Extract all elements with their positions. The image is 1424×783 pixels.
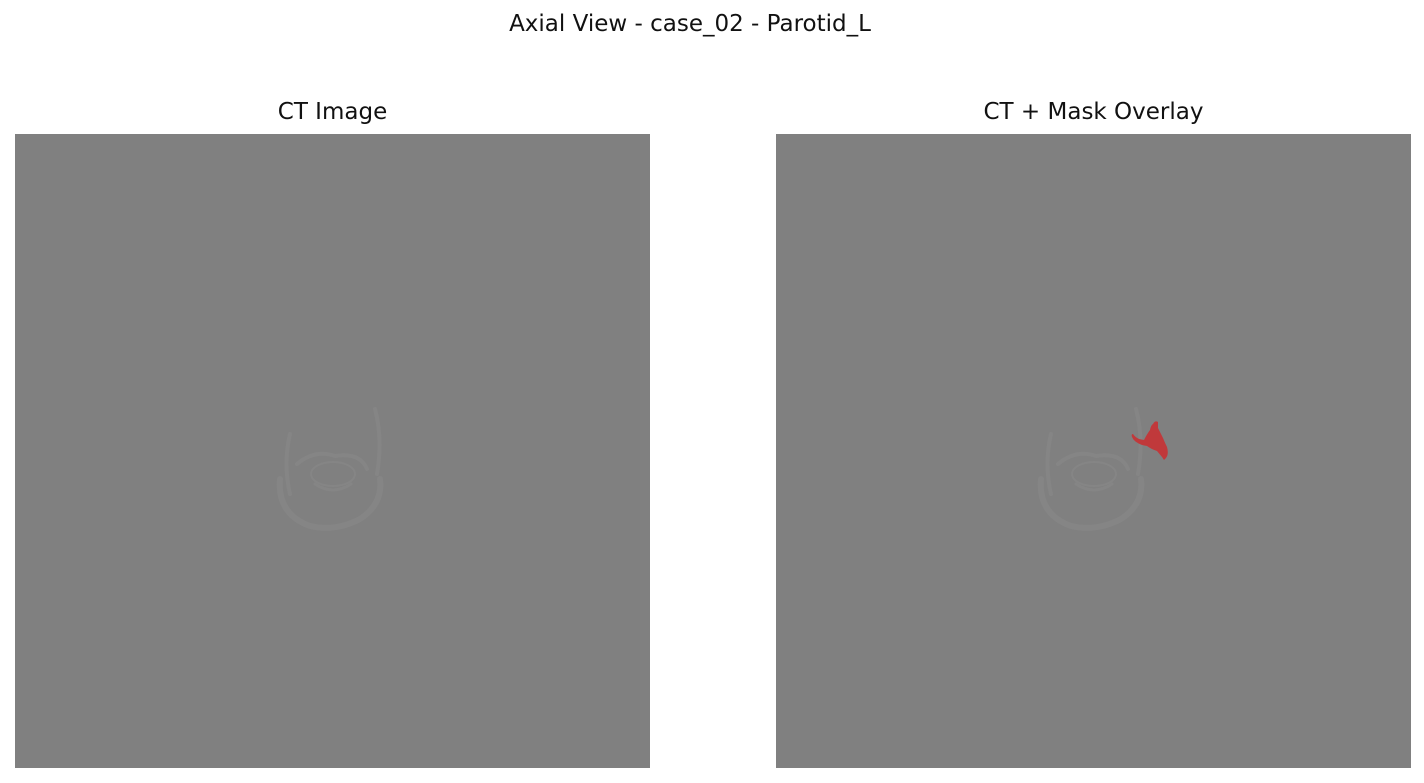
figure-title: Axial View - case_02 - Parotid_L <box>509 11 871 37</box>
ct-image-title: CT Image <box>277 99 388 125</box>
ct-slice-with-mask <box>1037 407 1168 531</box>
faint-anatomy <box>276 407 384 531</box>
ct-slice-image <box>276 407 384 531</box>
parotid-mask <box>1131 421 1168 460</box>
faint-anatomy <box>1037 407 1145 531</box>
ct-image-panel <box>15 134 650 768</box>
overlay-title: CT + Mask Overlay <box>983 99 1204 125</box>
overlay-panel <box>776 134 1411 768</box>
